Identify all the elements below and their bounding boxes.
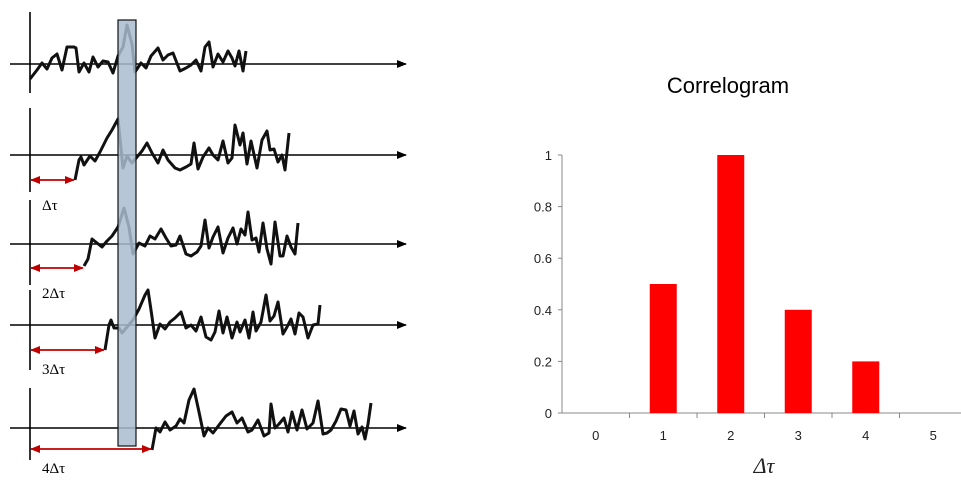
signal-series-3 — [103, 288, 322, 351]
series-row-4: 4Δτ — [10, 387, 407, 477]
x-tick-label: 0 — [592, 428, 599, 443]
lag-label-2: 2Δτ — [42, 286, 65, 302]
chart-title: Correlogram — [667, 73, 789, 98]
bar-3 — [784, 309, 812, 413]
series-row-2: 2Δτ — [10, 200, 407, 302]
x-tick-label: 2 — [727, 428, 734, 443]
lag-label-3: 3Δτ — [42, 362, 65, 378]
y-tick-label: 0 — [545, 406, 552, 421]
x-tick-label: 4 — [862, 428, 869, 443]
lag-label-1: Δτ — [42, 198, 58, 214]
lag-label-4: 4Δτ — [42, 461, 65, 477]
y-axis-ticks: 0 0.2 0.4 0.6 0.8 1 — [534, 148, 562, 421]
signal-series-2 — [82, 206, 300, 267]
x-axis-label: Δτ — [753, 453, 776, 478]
series-row-1: Δτ — [10, 108, 407, 214]
y-tick-label: 1 — [545, 148, 552, 163]
bar-4 — [852, 361, 880, 413]
x-tick-label: 1 — [660, 428, 667, 443]
signal-series-1 — [73, 117, 291, 181]
bar-2 — [717, 155, 745, 413]
x-tick-label: 5 — [930, 428, 937, 443]
x-tick-label: 3 — [795, 428, 802, 443]
signal-series-0 — [28, 23, 248, 80]
correlation-window-highlight — [117, 19, 137, 447]
x-axis-ticks: 0 1 2 3 4 5 — [592, 413, 937, 443]
y-tick-label: 0.6 — [534, 251, 552, 266]
bars — [649, 155, 880, 413]
y-tick-label: 0.8 — [534, 200, 552, 215]
y-tick-label: 0.4 — [534, 303, 552, 318]
bar-1 — [649, 284, 677, 413]
signal-series-4 — [150, 387, 373, 451]
series-row-3: 3Δτ — [10, 288, 407, 378]
correlogram-chart: Correlogram 0 0.2 0.4 0.6 0.8 1 0 1 2 3 4 5 Δτ — [534, 73, 961, 478]
lagged-series-panel: Δτ 2Δτ 3Δτ 4Δτ — [10, 12, 407, 477]
series-row-0 — [10, 12, 407, 93]
y-tick-label: 0.2 — [534, 354, 552, 369]
